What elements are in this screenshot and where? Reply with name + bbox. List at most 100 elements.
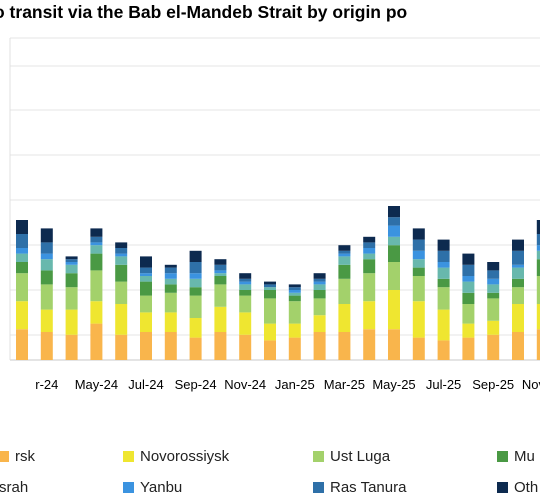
x-tick-label: Jul-24 — [128, 377, 163, 392]
bar-segment-yanbu — [164, 273, 177, 279]
bar-segment-ras-tanura — [388, 217, 400, 226]
bar-segment-mu — [264, 290, 276, 299]
bar-segment-mu — [40, 270, 53, 285]
bar-segment-ust-luga — [412, 276, 425, 302]
bar-segment-ust-luga — [388, 262, 400, 290]
bar-segment-yanbu — [487, 278, 500, 285]
bar-segment-rsk — [487, 334, 500, 360]
x-tick-label: Mar-25 — [324, 377, 365, 392]
legend-label: Novorossiysk — [140, 448, 230, 465]
chart-title: o transit via the Bab el-Mandeb Strait b… — [0, 2, 408, 22]
bar-segment-mu — [140, 281, 152, 296]
x-tick-label: Sep-25 — [472, 377, 514, 392]
bar-segment-oth — [264, 281, 276, 285]
bar-stack-Nov-25 — [536, 220, 540, 360]
bar-segment-novorossiysk — [536, 304, 540, 330]
bar-segment-ras-tanura — [115, 248, 128, 254]
bar-segment-mu — [338, 264, 351, 279]
bar-segment-oth — [65, 256, 78, 260]
bar-segment-novorossiysk — [313, 315, 326, 332]
bar-segment-srah — [487, 284, 500, 293]
bar-segment-oth — [487, 262, 500, 271]
bar-segment-srah — [313, 284, 326, 290]
bar-stack-Sep-24 — [189, 250, 202, 360]
bar-segment-srah — [115, 256, 128, 265]
bar-stack-Oct-24 — [214, 259, 227, 360]
bar-segment-ras-tanura — [288, 287, 301, 290]
bar-segment-srah — [16, 253, 28, 262]
bar-segment-novorossiysk — [115, 304, 128, 335]
bar-segment-rsk — [164, 332, 177, 360]
bar-segment-rsk — [65, 334, 78, 360]
bar-segment-novorossiysk — [338, 304, 351, 332]
bar-segment-yanbu — [65, 262, 78, 265]
bar-segment-ust-luga — [140, 295, 152, 313]
bar-segment-srah — [512, 267, 524, 279]
bar-segment-yanbu — [437, 262, 450, 268]
bar-segment-yanbu — [313, 281, 326, 285]
bar-segment-rsk — [40, 332, 53, 360]
bar-stack-Nov-24 — [239, 273, 252, 360]
bar-segment-rsk — [16, 329, 28, 360]
legend-item-mu: Mu — [497, 448, 535, 465]
x-tick-label: r-24 — [35, 377, 58, 392]
legend-label: Yanbu — [140, 479, 183, 496]
legend-swatch — [0, 451, 9, 462]
bar-stack-Feb-25 — [313, 273, 326, 360]
bar-segment-rsk — [90, 323, 103, 360]
bar-segment-srah — [40, 259, 53, 271]
legend-swatch — [497, 451, 508, 462]
bar-segment-yanbu — [189, 273, 202, 279]
bar-segment-yanbu — [90, 242, 103, 246]
x-tick-label: May-25 — [372, 377, 415, 392]
legend-swatch — [313, 482, 324, 493]
bar-segment-ust-luga — [90, 270, 103, 302]
bar-segment-yanbu — [536, 245, 540, 251]
bar-segment-mu — [388, 245, 400, 262]
bar-segment-ras-tanura — [164, 267, 177, 274]
bar-segment-oth — [16, 220, 28, 234]
bar-stack-Aug-25 — [462, 253, 475, 360]
bar-segment-oth — [536, 220, 540, 234]
bar-segment-rsk — [363, 329, 376, 360]
bar-segment-rsk — [437, 340, 450, 360]
x-tick-label: May-24 — [75, 377, 118, 392]
bar-segment-oth — [313, 273, 326, 279]
bar-segment-srah — [264, 287, 276, 290]
bar-segment-ras-tanura — [512, 250, 524, 265]
bar-segment-oth — [462, 253, 475, 265]
bar-segment-srah — [65, 264, 78, 274]
bar-segment-ras-tanura — [462, 264, 475, 276]
bar-segment-novorossiysk — [288, 323, 301, 338]
bar-segment-novorossiysk — [487, 320, 500, 335]
bar-stack-Aug-24 — [164, 264, 177, 360]
legend-item-novorossiysk: Novorossiysk — [123, 448, 229, 465]
bar-segment-novorossiysk — [264, 323, 276, 341]
bar-stack-Jan-25 — [288, 284, 301, 360]
bar-segment-ras-tanura — [65, 259, 78, 262]
bar-stack-Mar-24 — [40, 228, 53, 360]
bar-segment-ras-tanura — [16, 234, 28, 248]
bar-stacks — [16, 206, 540, 360]
bar-segment-novorossiysk — [388, 290, 400, 330]
bar-segment-mu — [288, 295, 301, 302]
bar-segment-ras-tanura — [536, 234, 540, 246]
bar-segment-ras-tanura — [487, 270, 500, 279]
bar-stack-May-24 — [90, 228, 103, 360]
bar-segment-ras-tanura — [363, 242, 376, 248]
legend-label: Ras Tanura — [330, 479, 407, 496]
bar-segment-yanbu — [338, 253, 351, 257]
bar-stack-Feb-24 — [16, 220, 28, 360]
bar-segment-mu — [65, 273, 78, 288]
bar-segment-srah — [140, 276, 152, 282]
legend-item-ust-luga: Ust Luga — [313, 448, 390, 465]
legend-label: rsk — [15, 448, 35, 465]
bar-segment-srah — [288, 292, 301, 296]
bar-segment-novorossiysk — [512, 304, 524, 332]
bar-segment-novorossiysk — [239, 312, 252, 335]
bar-segment-ras-tanura — [40, 242, 53, 254]
x-tick-label: Sep-24 — [175, 377, 217, 392]
bar-segment-srah — [388, 236, 400, 246]
bar-segment-rsk — [338, 332, 351, 360]
bar-segment-rsk — [140, 332, 152, 360]
